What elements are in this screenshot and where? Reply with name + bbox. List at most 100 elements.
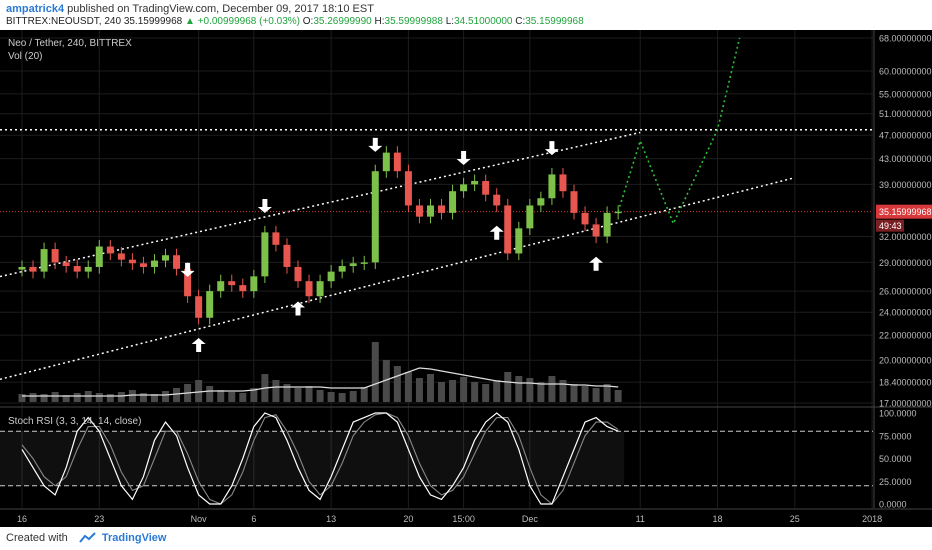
price-tick-label: 60.00000000: [879, 66, 932, 76]
volume-bar: [217, 390, 225, 402]
candle-body: [272, 232, 280, 245]
symbol-label: BITTREX:NEOUSDT, 240: [6, 16, 122, 27]
candle-body: [305, 281, 313, 297]
volume-bar: [195, 380, 203, 402]
candle-body: [415, 205, 423, 217]
candle-body: [150, 260, 158, 267]
down-arrow-icon: [180, 262, 195, 277]
volume-legend: Vol (20): [8, 51, 42, 62]
volume-pane: [18, 342, 622, 402]
candle-body: [195, 296, 203, 318]
created-with-label: Created with: [6, 532, 68, 544]
candle-body: [371, 171, 379, 263]
publish-info: published on TradingView.com, December 0…: [67, 3, 374, 15]
ohlc-header: BITTREX:NEOUSDT, 240 35.15999968 ▲ +0.00…: [6, 16, 584, 27]
stoch-d-line: [21, 412, 619, 505]
close-label: C:: [515, 16, 526, 27]
stoch-pane: [0, 412, 873, 505]
candle-body: [73, 266, 81, 272]
open-value: 35.26999990: [313, 16, 372, 27]
volume-bar: [228, 392, 236, 402]
price-pane: [0, 37, 873, 381]
time-tick-label: 6: [251, 514, 256, 524]
lower-channel-line: [0, 176, 795, 381]
stoch-tick-label: 25.0000: [879, 477, 912, 487]
candle-body: [117, 253, 125, 260]
author-link[interactable]: ampatrick4: [6, 3, 65, 15]
price-tick-label: 18.40000000: [879, 378, 932, 388]
candle-body: [504, 205, 512, 254]
candle-body: [493, 194, 501, 206]
price-tick-label: 51.00000000: [879, 109, 932, 119]
candle-body: [62, 262, 70, 267]
price-tick-label: 29.00000000: [879, 258, 932, 268]
candle-body: [206, 291, 214, 318]
volume-bar: [382, 360, 390, 402]
price-tick-label: 47.00000000: [879, 131, 932, 141]
volume-bar: [18, 394, 26, 402]
candle-body: [438, 205, 446, 213]
volume-bar: [272, 380, 280, 402]
volume-bar: [537, 382, 545, 402]
candle-body: [349, 263, 357, 267]
volume-bar: [404, 372, 412, 402]
volume-bar: [40, 394, 48, 402]
candle-body: [173, 255, 181, 269]
price-tick-label: 22.00000000: [879, 331, 932, 341]
candle-body: [393, 152, 401, 172]
high-value: 35.59999988: [384, 16, 443, 27]
time-tick-label: 15:00: [452, 514, 475, 524]
up-arrow-icon: [291, 301, 305, 316]
candle-body: [106, 246, 114, 254]
volume-bar: [603, 384, 611, 402]
volume-bar: [482, 384, 490, 402]
time-tick-label: 13: [326, 514, 336, 524]
publish-header: ampatrick4 published on TradingView.com,…: [6, 3, 374, 15]
volume-bar: [95, 393, 103, 402]
chart[interactable]: 68.00000000 60.00000000 55.00000000 51.0000…: [0, 30, 932, 527]
candle-body: [250, 276, 258, 292]
volume-bar: [250, 388, 258, 402]
volume-bar: [526, 378, 534, 402]
down-arrow-icon: [456, 151, 471, 166]
volume-bar: [316, 390, 324, 402]
time-tick-label: Dec: [522, 514, 539, 524]
candle-body: [128, 259, 136, 264]
candle-body: [614, 211, 622, 214]
up-triangle-icon: ▲: [185, 16, 195, 27]
volume-bar: [150, 394, 158, 402]
countdown-label: 49:43: [879, 221, 902, 231]
candle-body: [559, 174, 567, 192]
price-tick-label: 68.00000000: [879, 34, 932, 44]
axes: 68.00000000 60.00000000 55.00000000 51.0000…: [17, 34, 932, 524]
time-tick-label: 25: [790, 514, 800, 524]
tradingview-link[interactable]: TradingView: [101, 532, 167, 544]
volume-bar: [371, 342, 379, 402]
last-price-tag: [876, 204, 932, 219]
candle-body: [360, 262, 368, 264]
candle-body: [228, 281, 236, 286]
down-arrow-icon: [544, 141, 559, 156]
volume-bar: [393, 366, 401, 402]
candle-body: [316, 281, 324, 297]
candle-body: [603, 212, 611, 237]
upper-channel-line: [0, 131, 641, 278]
candle-body: [426, 205, 434, 217]
stoch-tick-label: 0.0000: [879, 500, 907, 510]
last-price: 35.15999968: [123, 16, 183, 27]
volume-bar: [449, 380, 457, 402]
volume-bar: [283, 384, 291, 402]
volume-bar: [614, 390, 622, 402]
candle-body: [382, 152, 390, 172]
volume-bar: [548, 376, 556, 402]
candle-body: [239, 285, 247, 292]
price-tick-label: 20.00000000: [879, 356, 932, 366]
volume-bar: [206, 386, 214, 402]
volume-bar: [349, 391, 357, 402]
volume-bar: [460, 377, 468, 402]
candle-body: [482, 181, 490, 195]
candle-body: [40, 249, 48, 272]
candle-body: [294, 266, 302, 282]
stoch-k-line: [21, 412, 619, 505]
volume-bar: [592, 388, 600, 402]
